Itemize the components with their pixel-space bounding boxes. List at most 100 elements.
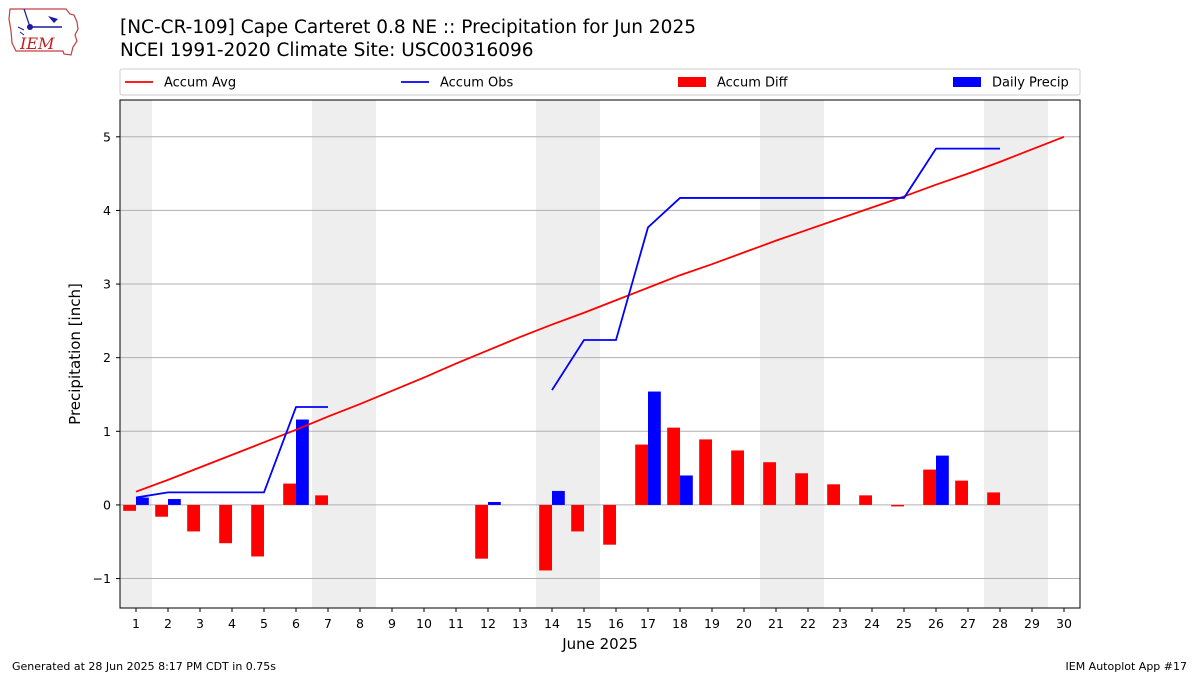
- accum-diff-bar-12: [475, 504, 488, 559]
- legend-swatch-daily: [953, 77, 981, 87]
- accum-diff-bar-25: [891, 504, 904, 507]
- accum-avg-line: [135, 135, 1065, 493]
- x-tick-label-29: 29: [1024, 616, 1040, 631]
- y-tick-label-3: 2: [103, 350, 111, 365]
- x-tick-label-22: 22: [800, 616, 816, 631]
- x-tick-label-18: 18: [672, 616, 688, 631]
- legend: Accum Avg Accum Obs Accum Diff Daily Precip: [119, 68, 1081, 96]
- x-tick-label-2: 2: [164, 616, 172, 631]
- x-tick-label-15: 15: [576, 616, 592, 631]
- x-tick-label-25: 25: [896, 616, 912, 631]
- x-tick-label-9: 9: [388, 616, 396, 631]
- logo-text: IEM: [19, 34, 55, 53]
- x-tick-label-16: 16: [608, 616, 624, 631]
- x-tick-label-3: 3: [196, 616, 204, 631]
- chart-title: [NC-CR-109] Cape Carteret 0.8 NE :: Prec…: [120, 17, 696, 38]
- x-tick-label-6: 6: [292, 616, 300, 631]
- x-ticks: 1 2 3 4 5 6 7 8 9 10 11 12 13 14 15 16 17 18 19 20 21 22 23 24 2…: [132, 608, 1072, 631]
- weekend-band-1: [312, 100, 376, 608]
- x-tick-label-21: 21: [768, 616, 784, 631]
- weekend-shading: [120, 100, 1048, 608]
- y-tick-label-2: 1: [103, 424, 111, 439]
- x-tick-label-10: 10: [416, 616, 432, 631]
- x-tick-label-17: 17: [640, 616, 656, 631]
- accum-diff-bar-4: [219, 504, 232, 544]
- iowa-outline-icon: [8, 8, 79, 56]
- x-tick-label-5: 5: [260, 616, 268, 631]
- daily-precip-bar-17: [648, 391, 661, 505]
- accum-diff-bar-21: [763, 462, 776, 505]
- y-tick-label-0: −1: [93, 571, 111, 586]
- x-tick-label-8: 8: [356, 616, 364, 631]
- daily-precip-bar-6: [296, 419, 309, 505]
- accum-diff-bar-16: [603, 504, 616, 545]
- accum-diff-bar-2: [155, 504, 168, 517]
- daily-precip-bar-1: [136, 497, 149, 505]
- x-tick-label-23: 23: [832, 616, 848, 631]
- legend-label-avg: Accum Avg: [164, 76, 236, 91]
- x-tick-label-7: 7: [324, 616, 332, 631]
- wind-vane-icon: [23, 8, 31, 28]
- accum-diff-bar-26: [923, 469, 936, 505]
- accum-diff-bar-28: [987, 492, 1000, 505]
- x-axis-label: June 2025: [561, 635, 638, 653]
- daily-precip-bar-18: [680, 475, 693, 505]
- weekend-band-0: [120, 100, 152, 608]
- weekend-band-2: [536, 100, 600, 608]
- accum-diff-bar-27: [955, 480, 968, 505]
- accum-diff-bar-22: [795, 473, 808, 505]
- x-tick-label-13: 13: [512, 616, 528, 631]
- accum-diff-bar-23: [827, 484, 840, 505]
- accum-diff-bar-5: [251, 504, 264, 557]
- accum-diff-bar-7: [315, 495, 328, 505]
- bars: [123, 391, 1000, 571]
- y-tick-label-1: 0: [103, 497, 111, 512]
- x-tick-label-26: 26: [928, 616, 944, 631]
- legend-frame: [119, 68, 1081, 96]
- accum-diff-bar-19: [699, 439, 712, 505]
- x-tick-label-28: 28: [992, 616, 1008, 631]
- accum-diff-bar-1: [123, 504, 136, 511]
- legend-swatch-diff: [678, 77, 706, 87]
- iem-logo: IEM: [8, 8, 79, 56]
- footer-app: IEM Autoplot App #17: [1065, 660, 1188, 673]
- x-tick-label-4: 4: [228, 616, 236, 631]
- accum-diff-bar-18: [667, 427, 680, 505]
- x-tick-label-1: 1: [132, 616, 140, 631]
- daily-precip-bar-12: [488, 501, 501, 505]
- accum-obs-line-1: [551, 147, 1000, 391]
- accum-diff-bar-6: [283, 483, 296, 505]
- x-tick-label-30: 30: [1056, 616, 1072, 631]
- legend-label-diff: Accum Diff: [717, 76, 789, 91]
- plot-frame: [119, 99, 1081, 609]
- x-tick-label-19: 19: [704, 616, 720, 631]
- lines: [135, 135, 1065, 499]
- accum-diff-bar-24: [859, 495, 872, 505]
- x-tick-label-11: 11: [448, 616, 464, 631]
- x-tick-label-27: 27: [960, 616, 976, 631]
- x-tick-label-12: 12: [480, 616, 496, 631]
- accum-diff-bar-15: [571, 504, 584, 532]
- accum-diff-bar-14: [539, 504, 552, 571]
- y-tick-label-6: 5: [103, 129, 111, 144]
- y-tick-label-4: 3: [103, 277, 111, 292]
- daily-precip-bar-26: [936, 455, 949, 505]
- footer-generated: Generated at 28 Jun 2025 8:17 PM CDT in …: [12, 660, 277, 673]
- weekend-band-4: [984, 100, 1048, 608]
- legend-label-obs: Accum Obs: [440, 76, 513, 91]
- daily-precip-bar-14: [552, 490, 565, 505]
- y-ticks: −1 0 1 2 3 4 5: [93, 129, 120, 586]
- accum-diff-bar-3: [187, 504, 200, 532]
- accum-obs-line-0: [135, 406, 328, 499]
- x-tick-label-24: 24: [864, 616, 880, 631]
- accum-diff-bar-20: [731, 450, 744, 505]
- daily-precip-bar-2: [168, 499, 181, 505]
- y-tick-label-5: 4: [103, 203, 111, 218]
- weekend-band-3: [760, 100, 824, 608]
- grid-lines: [120, 136, 1080, 580]
- x-tick-label-20: 20: [736, 616, 752, 631]
- accum-diff-bar-17: [635, 444, 648, 505]
- legend-label-daily: Daily Precip: [992, 76, 1069, 91]
- x-tick-label-14: 14: [544, 616, 560, 631]
